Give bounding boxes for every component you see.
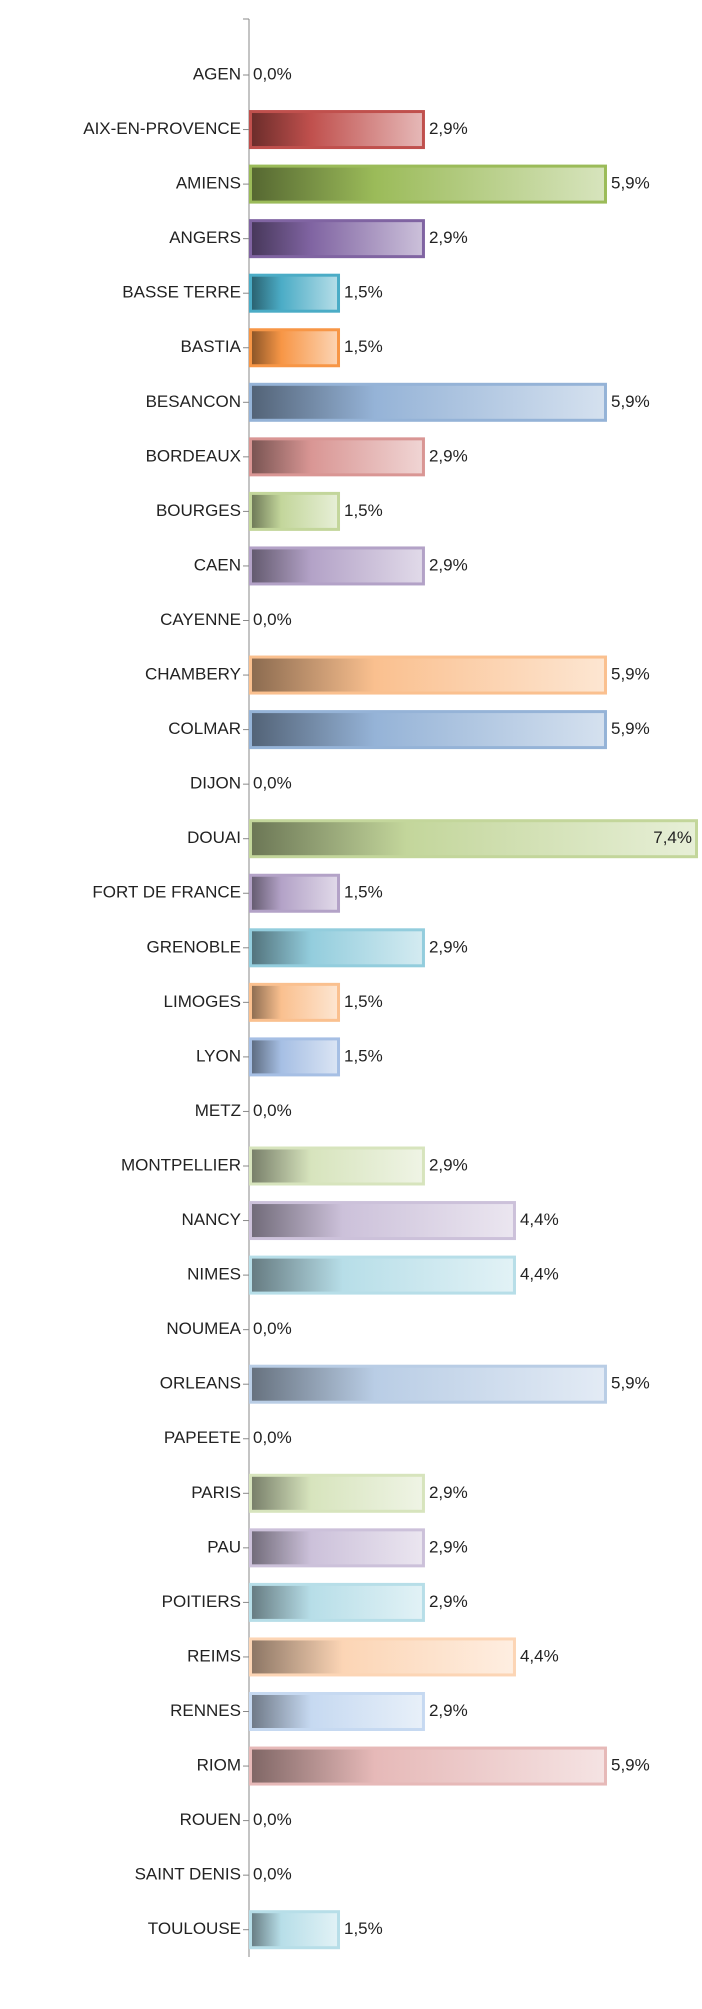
- value-label: 2,9%: [429, 937, 468, 956]
- value-label: 1,5%: [344, 283, 383, 302]
- value-label: 4,4%: [520, 1210, 559, 1229]
- y-tick-label: PAU: [207, 1537, 241, 1556]
- bar: [249, 1037, 341, 1077]
- bar: [249, 1146, 425, 1186]
- bar: [249, 928, 425, 968]
- bar: [249, 437, 425, 477]
- value-label: 4,4%: [520, 1265, 559, 1284]
- value-label: 7,4%: [653, 828, 692, 847]
- y-tick-label: PAPEETE: [164, 1428, 241, 1447]
- bar: [249, 1364, 607, 1404]
- y-tick-label: POITIERS: [162, 1592, 241, 1611]
- bar: [249, 1528, 425, 1568]
- y-tick-label: MONTPELLIER: [121, 1155, 241, 1174]
- y-tick-label: RIOM: [197, 1756, 241, 1775]
- value-label: 5,9%: [611, 1756, 650, 1775]
- y-tick-label: NOUMEA: [166, 1319, 241, 1338]
- y-tick-label: LIMOGES: [164, 992, 241, 1011]
- y-tick-label: GRENOBLE: [147, 937, 241, 956]
- value-label: 4,4%: [520, 1646, 559, 1665]
- bar: [249, 491, 341, 531]
- value-label: 0,0%: [253, 64, 292, 83]
- bar: [249, 164, 607, 204]
- y-tick-label: NANCY: [181, 1210, 241, 1229]
- bar: [249, 546, 425, 586]
- value-label: 2,9%: [429, 1155, 468, 1174]
- y-tick-label: TOULOUSE: [148, 1919, 241, 1938]
- value-label: 5,9%: [611, 665, 650, 684]
- bar: [249, 1692, 425, 1731]
- y-tick-label: CHAMBERY: [145, 665, 241, 684]
- bar: [249, 1582, 425, 1622]
- value-label: 5,9%: [611, 392, 650, 411]
- value-label: 2,9%: [429, 446, 468, 465]
- value-label: 1,5%: [344, 883, 383, 902]
- value-label: 2,9%: [429, 228, 468, 247]
- value-label: 5,9%: [611, 174, 650, 193]
- value-label: 0,0%: [253, 774, 292, 793]
- value-label: 2,9%: [429, 1483, 468, 1502]
- value-label: 5,9%: [611, 719, 650, 738]
- y-tick-label: COLMAR: [168, 719, 241, 738]
- bar: [249, 382, 607, 422]
- value-label: 2,9%: [429, 1592, 468, 1611]
- y-tick-label: BORDEAUX: [146, 446, 241, 465]
- y-tick-label: NIMES: [187, 1265, 241, 1284]
- value-label: 0,0%: [253, 1810, 292, 1829]
- bar: [249, 1201, 516, 1241]
- bar: [249, 1746, 607, 1786]
- y-tick-label: LYON: [196, 1046, 241, 1065]
- bar: [249, 219, 425, 259]
- value-label: 1,5%: [344, 992, 383, 1011]
- y-tick-label: CAEN: [194, 555, 241, 574]
- y-tick-label: BASTIA: [181, 337, 242, 356]
- y-tick-label: REIMS: [187, 1646, 241, 1665]
- bar: [249, 1473, 425, 1513]
- value-label: 2,9%: [429, 1701, 468, 1720]
- bar: [249, 982, 341, 1022]
- y-tick-label: DOUAI: [187, 828, 241, 847]
- bar: [249, 819, 698, 859]
- bar: [249, 873, 341, 913]
- value-label: 1,5%: [344, 1046, 383, 1065]
- y-tick-label: AGEN: [193, 64, 241, 83]
- value-label: 0,0%: [253, 1319, 292, 1338]
- value-label: 0,0%: [253, 1101, 292, 1120]
- y-tick-label: BASSE TERRE: [122, 283, 241, 302]
- y-tick-label: ORLEANS: [160, 1374, 241, 1393]
- value-label: 5,9%: [611, 1374, 650, 1393]
- bar: [249, 710, 607, 750]
- value-label: 2,9%: [429, 119, 468, 138]
- value-label: 1,5%: [344, 337, 383, 356]
- y-tick-label: CAYENNE: [160, 610, 241, 629]
- y-tick-label: ANGERS: [169, 228, 241, 247]
- y-tick-label: BOURGES: [156, 501, 241, 520]
- bar: [249, 1910, 341, 1950]
- bar: [249, 1637, 516, 1677]
- value-label: 2,9%: [429, 1537, 468, 1556]
- value-label: 0,0%: [253, 1428, 292, 1447]
- y-tick-label: ROUEN: [180, 1810, 241, 1829]
- value-label: 0,0%: [253, 610, 292, 629]
- y-tick-label: FORT DE FRANCE: [92, 883, 241, 902]
- bar: [249, 655, 607, 695]
- bar: [249, 328, 341, 368]
- y-tick-label: BESANCON: [146, 392, 241, 411]
- y-tick-label: METZ: [195, 1101, 241, 1120]
- value-label: 2,9%: [429, 555, 468, 574]
- y-tick-label: PARIS: [191, 1483, 241, 1502]
- bar: [249, 110, 425, 150]
- y-tick-label: DIJON: [190, 774, 241, 793]
- value-label: 0,0%: [253, 1865, 292, 1884]
- y-tick-label: RENNES: [170, 1701, 241, 1720]
- y-tick-label: AMIENS: [176, 174, 241, 193]
- value-label: 1,5%: [344, 501, 383, 520]
- bar: [249, 1255, 516, 1295]
- bar: [249, 273, 341, 313]
- y-tick-label: SAINT DENIS: [135, 1865, 241, 1884]
- y-tick-label: AIX-EN-PROVENCE: [83, 119, 241, 138]
- value-label: 1,5%: [344, 1919, 383, 1938]
